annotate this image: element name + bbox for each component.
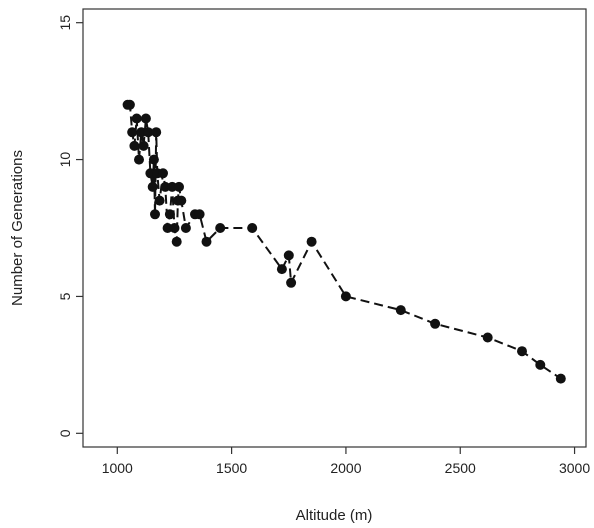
data-point — [395, 305, 406, 316]
data-point — [154, 195, 165, 206]
data-point — [158, 168, 168, 179]
data-point — [131, 113, 142, 124]
x-tick-label: 3000 — [559, 460, 590, 476]
data-point — [555, 373, 566, 384]
y-axis-label: Number of Generations — [9, 150, 26, 306]
data-point — [138, 140, 149, 151]
y-axis: 0 5 10 15 — [57, 15, 83, 437]
data-point — [535, 359, 546, 370]
data-points — [122, 99, 566, 384]
data-point — [136, 127, 147, 138]
x-tick-label: 2500 — [445, 460, 476, 476]
data-point — [134, 154, 144, 165]
data-point — [148, 154, 159, 165]
data-point — [150, 209, 160, 220]
x-axis: 1000 1500 2000 2500 3000 — [102, 447, 590, 476]
x-tick-label: 1500 — [216, 460, 247, 476]
data-point — [430, 318, 441, 329]
data-point — [151, 127, 162, 138]
data-point — [147, 181, 158, 192]
x-tick-label: 2000 — [330, 460, 361, 476]
data-point — [340, 291, 351, 302]
data-point — [164, 209, 175, 220]
y-tick-label: 0 — [57, 429, 73, 437]
data-point — [129, 140, 140, 151]
y-tick-label: 15 — [57, 15, 73, 31]
data-point — [162, 223, 173, 233]
y-tick-label: 5 — [57, 292, 73, 300]
data-point — [247, 223, 258, 233]
data-point — [174, 181, 184, 192]
data-point — [276, 264, 287, 275]
data-point — [169, 223, 180, 233]
plot-frame — [82, 8, 587, 448]
data-point — [140, 113, 151, 124]
data-point — [176, 195, 187, 206]
data-point — [201, 236, 212, 247]
x-axis-label: Altitude (m) — [296, 507, 373, 524]
data-point — [180, 223, 191, 233]
x-tick-label: 1000 — [102, 460, 133, 476]
series-line — [127, 103, 562, 380]
data-point — [143, 127, 154, 138]
y-tick-label: 10 — [57, 152, 73, 168]
data-point — [160, 181, 171, 192]
data-point — [517, 346, 527, 357]
data-point — [145, 168, 156, 179]
data-point — [306, 236, 317, 247]
data-point — [127, 127, 138, 138]
data-point — [286, 277, 297, 288]
data-point — [171, 236, 182, 247]
data-point — [194, 209, 205, 220]
data-point — [283, 250, 294, 261]
data-point — [124, 99, 135, 110]
data-point — [215, 223, 226, 233]
data-point — [482, 332, 493, 343]
